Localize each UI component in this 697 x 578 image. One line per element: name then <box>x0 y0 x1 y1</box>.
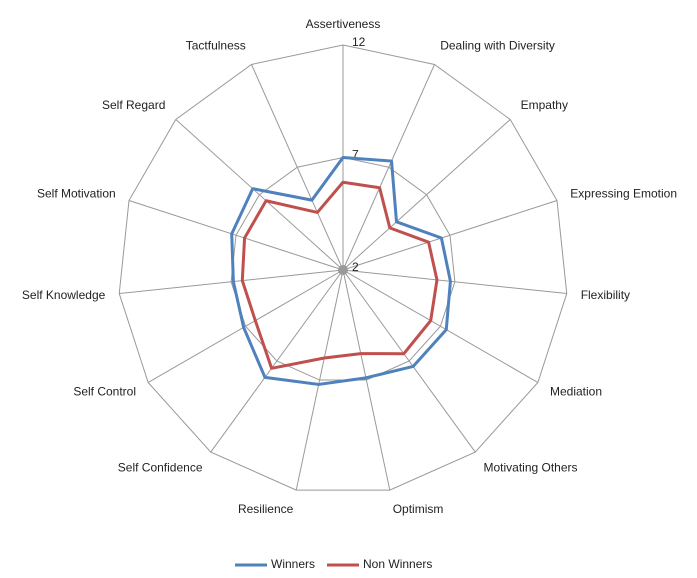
category-label: Dealing with Diversity <box>440 38 555 52</box>
center-dot <box>338 265 348 275</box>
spoke <box>128 199 344 271</box>
spoke <box>342 269 391 491</box>
spoke <box>342 269 539 383</box>
category-label: Self Regard <box>102 98 165 112</box>
spoke <box>295 269 344 491</box>
spoke <box>342 269 476 453</box>
spoke <box>175 119 344 271</box>
spoke <box>342 199 558 271</box>
category-label: Self Confidence <box>118 460 203 474</box>
spoke <box>342 269 567 295</box>
category-label: Self Control <box>73 385 136 399</box>
spoke <box>342 64 435 271</box>
tick-label: 2 <box>352 260 359 274</box>
category-label: Motivating Others <box>483 460 577 474</box>
tick-label: 12 <box>352 35 366 49</box>
legend-label: Non Winners <box>363 557 432 571</box>
category-label: Optimism <box>393 502 444 516</box>
series-line <box>230 156 452 386</box>
category-label: Self Knowledge <box>22 288 106 302</box>
spoke <box>119 269 344 295</box>
series-line <box>240 180 439 370</box>
tick-label: 7 <box>352 148 359 162</box>
spoke <box>251 64 344 271</box>
spoke <box>210 269 344 453</box>
legend-label: Winners <box>271 557 315 571</box>
spoke <box>342 119 511 271</box>
category-label: Assertiveness <box>306 17 381 31</box>
category-label: Mediation <box>550 385 602 399</box>
category-label: Flexibility <box>581 288 630 302</box>
spoke <box>147 269 344 383</box>
category-label: Tactfulness <box>186 38 246 52</box>
category-label: Resilience <box>238 502 294 516</box>
category-label: Expressing Emotion <box>570 186 677 200</box>
category-label: Empathy <box>521 98 568 112</box>
grid-ring <box>118 44 568 491</box>
category-label: Self Motivation <box>37 186 116 200</box>
